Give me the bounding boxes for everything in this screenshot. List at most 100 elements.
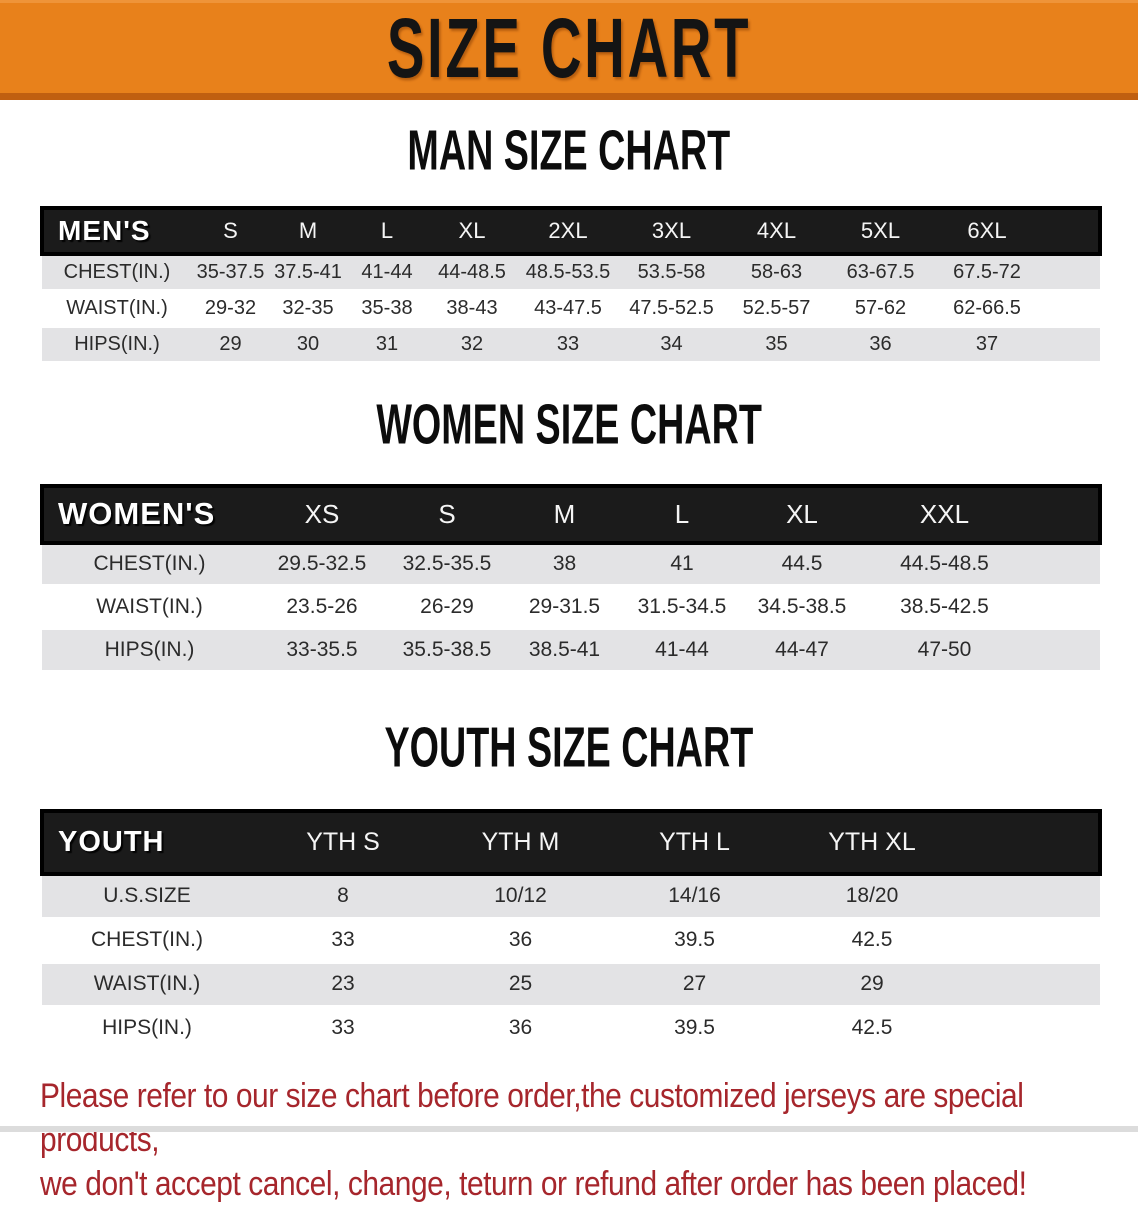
women-size-col-l: L	[622, 483, 742, 545]
cell: 41-44	[622, 628, 742, 673]
men-size-col-s: S	[192, 206, 269, 256]
men-size-col-5xl: 5XL	[829, 206, 932, 256]
cell: 42.5	[782, 1006, 962, 1052]
men-size-col-xl: XL	[427, 206, 517, 256]
filler-cell	[1042, 326, 1100, 364]
cell: 23.5-26	[257, 585, 387, 630]
cell: 44.5	[742, 541, 862, 587]
banner: SIZE CHART	[0, 0, 1138, 100]
women-section-heading: WOMEN SIZE CHART	[0, 394, 1138, 460]
cell: 57-62	[829, 290, 932, 328]
youth-table-corner-label: YOUTH	[40, 809, 252, 876]
youth-header-filler	[962, 809, 1102, 876]
row-label: WAIST(IN.)	[42, 962, 252, 1008]
cell: 63-67.5	[829, 252, 932, 292]
cell: 39.5	[607, 918, 782, 964]
women-table-corner-label: WOMEN'S	[40, 483, 257, 545]
men-size-col-l: L	[347, 206, 427, 256]
cell: 62-66.5	[932, 290, 1042, 328]
women-size-col-s: S	[387, 483, 507, 545]
cell: 32.5-35.5	[387, 541, 507, 587]
filler-cell	[1042, 290, 1100, 328]
row-label: HIPS(IN.)	[42, 1006, 252, 1052]
cell: 44-47	[742, 628, 862, 673]
youth-size-col-m: YTH M	[434, 809, 607, 876]
cell: 33	[517, 326, 619, 364]
cell: 27	[607, 962, 782, 1008]
cell: 47.5-52.5	[619, 290, 724, 328]
cell: 18/20	[782, 872, 962, 920]
footer-line-2: we don't accept cancel, change, teturn o…	[40, 1164, 1027, 1203]
cell: 58-63	[724, 252, 829, 292]
row-label: U.S.SIZE	[42, 872, 252, 920]
women-chest-row: CHEST(IN.) 29.5-32.5 32.5-35.5 38 41 44.…	[42, 541, 1100, 587]
row-label: WAIST(IN.)	[42, 585, 257, 630]
men-hips-row: HIPS(IN.) 29 30 31 32 33 34 35 36 37	[42, 326, 1100, 364]
filler-cell	[1027, 585, 1100, 630]
row-label: CHEST(IN.)	[42, 541, 257, 587]
cell: 34	[619, 326, 724, 364]
men-table-header-row: MEN'S S M L XL 2XL 3XL 4XL 5XL 6XL	[40, 206, 1102, 256]
men-size-col-3xl: 3XL	[619, 206, 724, 256]
cell: 44.5-48.5	[862, 541, 1027, 587]
cell: 38.5-42.5	[862, 585, 1027, 630]
cell: 47-50	[862, 628, 1027, 673]
cell: 29	[782, 962, 962, 1008]
cell: 31	[347, 326, 427, 364]
cell: 29.5-32.5	[257, 541, 387, 587]
cell: 53.5-58	[619, 252, 724, 292]
filler-cell	[962, 1006, 1100, 1052]
cell: 37.5-41	[269, 252, 347, 292]
cell: 35.5-38.5	[387, 628, 507, 673]
men-size-col-2xl: 2XL	[517, 206, 619, 256]
men-size-col-m: M	[269, 206, 347, 256]
cell: 36	[829, 326, 932, 364]
cell: 8	[252, 872, 434, 920]
cell: 25	[434, 962, 607, 1008]
cell: 38.5-41	[507, 628, 622, 673]
banner-title: SIZE CHART	[386, 0, 752, 96]
cell: 38-43	[427, 290, 517, 328]
cell: 10/12	[434, 872, 607, 920]
men-waist-row: WAIST(IN.) 29-32 32-35 35-38 38-43 43-47…	[42, 290, 1100, 328]
row-label: HIPS(IN.)	[42, 628, 257, 673]
women-size-col-xs: XS	[257, 483, 387, 545]
youth-section-heading: YOUTH SIZE CHART	[0, 718, 1138, 783]
cell: 41-44	[347, 252, 427, 292]
men-size-col-4xl: 4XL	[724, 206, 829, 256]
footer-disclaimer: Please refer to our size chart before or…	[40, 1074, 1131, 1206]
men-heading-text: MAN SIZE CHART	[407, 118, 731, 182]
footer-line-1: Please refer to our size chart before or…	[40, 1076, 1024, 1159]
men-header-filler	[1042, 206, 1102, 256]
cell: 35-37.5	[192, 252, 269, 292]
cell: 23	[252, 962, 434, 1008]
cell: 48.5-53.5	[517, 252, 619, 292]
cell: 36	[434, 1006, 607, 1052]
cell: 41	[622, 541, 742, 587]
cell: 32-35	[269, 290, 347, 328]
cell: 39.5	[607, 1006, 782, 1052]
women-heading-text: WOMEN SIZE CHART	[376, 391, 762, 456]
youth-table-header-row: YOUTH YTH S YTH M YTH L YTH XL	[40, 809, 1102, 876]
cell: 33	[252, 1006, 434, 1052]
youth-waist-row: WAIST(IN.) 23 25 27 29	[42, 962, 1100, 1008]
women-waist-row: WAIST(IN.) 23.5-26 26-29 29-31.5 31.5-34…	[42, 585, 1100, 630]
filler-cell	[962, 918, 1100, 964]
cell: 38	[507, 541, 622, 587]
filler-cell	[962, 962, 1100, 1008]
cell: 34.5-38.5	[742, 585, 862, 630]
women-header-filler	[1027, 483, 1102, 545]
cell: 29-31.5	[507, 585, 622, 630]
youth-size-table: YOUTH YTH S YTH M YTH L YTH XL U.S.SIZE …	[40, 809, 1102, 1052]
youth-size-col-xl: YTH XL	[782, 809, 962, 876]
row-label: HIPS(IN.)	[42, 326, 192, 364]
women-hips-row: HIPS(IN.) 33-35.5 35.5-38.5 38.5-41 41-4…	[42, 628, 1100, 673]
filler-cell	[1027, 541, 1100, 587]
bottom-edge-strip	[0, 1126, 1138, 1132]
men-section-heading: MAN SIZE CHART	[0, 121, 1138, 186]
cell: 33-35.5	[257, 628, 387, 673]
cell: 33	[252, 918, 434, 964]
cell: 36	[434, 918, 607, 964]
cell: 52.5-57	[724, 290, 829, 328]
